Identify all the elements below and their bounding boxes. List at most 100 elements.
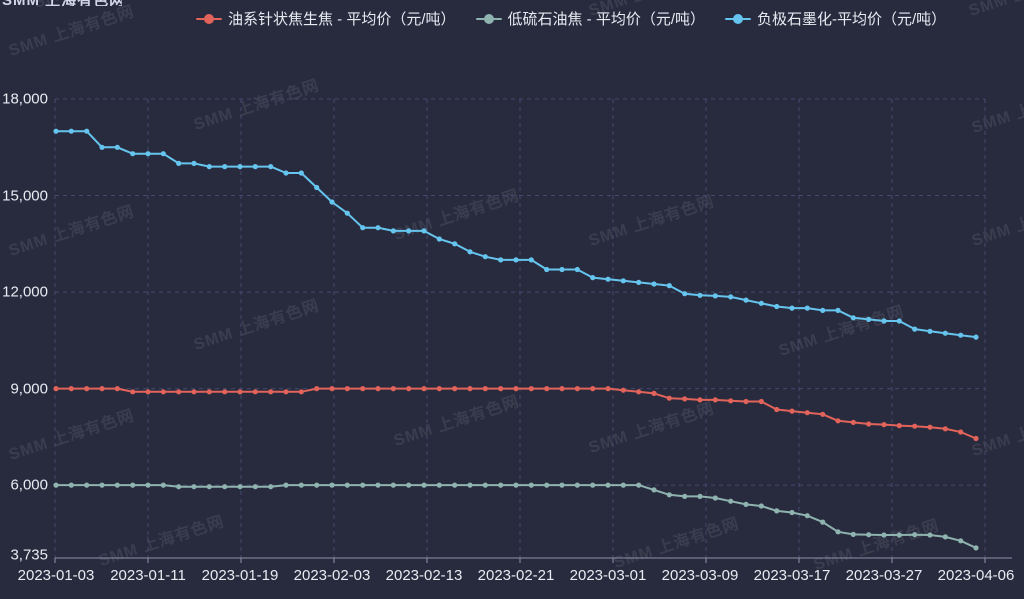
data-point[interactable] <box>114 144 120 150</box>
data-point[interactable] <box>866 532 872 538</box>
data-point[interactable] <box>160 151 166 157</box>
data-point[interactable] <box>314 482 320 488</box>
data-point[interactable] <box>329 199 335 205</box>
data-point[interactable] <box>544 266 550 273</box>
data-point[interactable] <box>436 236 442 242</box>
data-point[interactable] <box>99 386 105 392</box>
data-point[interactable] <box>206 389 212 395</box>
data-point[interactable] <box>375 482 381 488</box>
data-point[interactable] <box>436 386 442 392</box>
data-point[interactable] <box>850 315 856 321</box>
data-point[interactable] <box>114 386 120 392</box>
data-point[interactable] <box>53 482 59 488</box>
data-point[interactable] <box>222 484 228 490</box>
series-0[interactable] <box>53 386 979 442</box>
data-point[interactable] <box>958 332 964 338</box>
data-point[interactable] <box>528 257 534 263</box>
data-point[interactable] <box>820 307 826 313</box>
data-point[interactable] <box>574 266 580 273</box>
data-point[interactable] <box>84 482 90 488</box>
data-point[interactable] <box>268 484 274 490</box>
data-point[interactable] <box>482 482 488 488</box>
data-point[interactable] <box>498 482 504 488</box>
data-point[interactable] <box>390 228 396 234</box>
data-point[interactable] <box>728 398 734 404</box>
data-point[interactable] <box>176 484 182 490</box>
data-point[interactable] <box>605 386 611 392</box>
data-point[interactable] <box>605 482 611 488</box>
data-point[interactable] <box>881 422 887 428</box>
data-point[interactable] <box>191 484 197 490</box>
data-point[interactable] <box>528 482 534 488</box>
data-point[interactable] <box>620 278 626 284</box>
data-point[interactable] <box>53 386 59 392</box>
data-point[interactable] <box>743 398 749 405</box>
data-point[interactable] <box>84 386 90 392</box>
data-point[interactable] <box>728 294 734 300</box>
data-point[interactable] <box>866 316 872 322</box>
data-point[interactable] <box>99 482 105 488</box>
data-point[interactable] <box>237 484 243 490</box>
data-point[interactable] <box>559 386 565 392</box>
data-point[interactable] <box>912 532 918 538</box>
data-point[interactable] <box>712 397 718 403</box>
data-point[interactable] <box>544 482 550 488</box>
data-point[interactable] <box>467 482 473 488</box>
data-point[interactable] <box>237 389 243 395</box>
data-point[interactable] <box>927 424 933 430</box>
data-point[interactable] <box>314 386 320 392</box>
data-point[interactable] <box>130 482 136 488</box>
data-point[interactable] <box>636 279 642 285</box>
data-point[interactable] <box>958 538 964 544</box>
data-point[interactable] <box>467 249 473 255</box>
data-point[interactable] <box>160 389 166 395</box>
data-point[interactable] <box>390 482 396 488</box>
data-point[interactable] <box>482 254 488 260</box>
legend-item-needle-coke[interactable]: 油系针状焦生焦 - 平均价（元/吨） <box>196 8 456 29</box>
data-point[interactable] <box>176 160 182 166</box>
data-point[interactable] <box>452 386 458 392</box>
data-point[interactable] <box>421 228 427 234</box>
data-point[interactable] <box>958 429 964 435</box>
data-point[interactable] <box>421 386 427 392</box>
data-point[interactable] <box>344 482 350 488</box>
data-point[interactable] <box>68 128 74 134</box>
data-point[interactable] <box>743 297 749 303</box>
data-point[interactable] <box>682 396 688 402</box>
data-point[interactable] <box>252 164 258 170</box>
data-point[interactable] <box>467 386 473 392</box>
data-point[interactable] <box>390 386 396 392</box>
data-point[interactable] <box>114 482 120 488</box>
data-point[interactable] <box>697 397 703 403</box>
data-point[interactable] <box>329 386 335 392</box>
data-point[interactable] <box>896 318 902 324</box>
data-point[interactable] <box>697 292 703 298</box>
data-point[interactable] <box>973 545 979 551</box>
data-point[interactable] <box>590 482 596 488</box>
data-point[interactable] <box>697 493 703 499</box>
data-point[interactable] <box>222 164 228 170</box>
data-point[interactable] <box>666 283 672 289</box>
data-point[interactable] <box>252 389 258 395</box>
data-point[interactable] <box>283 389 289 395</box>
data-point[interactable] <box>344 386 350 392</box>
data-point[interactable] <box>651 487 657 493</box>
data-point[interactable] <box>728 498 734 504</box>
data-point[interactable] <box>774 303 780 310</box>
data-point[interactable] <box>942 534 948 540</box>
data-point[interactable] <box>590 386 596 392</box>
data-point[interactable] <box>605 276 611 282</box>
data-point[interactable] <box>406 228 412 234</box>
data-point[interactable] <box>881 318 887 324</box>
data-point[interactable] <box>835 529 841 535</box>
data-point[interactable] <box>804 513 810 519</box>
data-point[interactable] <box>743 501 749 507</box>
data-point[interactable] <box>682 291 688 297</box>
data-point[interactable] <box>820 411 826 417</box>
data-point[interactable] <box>774 406 780 413</box>
data-point[interactable] <box>804 410 810 416</box>
data-point[interactable] <box>789 408 795 414</box>
data-point[interactable] <box>942 330 948 336</box>
data-point[interactable] <box>651 281 657 287</box>
data-point[interactable] <box>651 390 657 396</box>
